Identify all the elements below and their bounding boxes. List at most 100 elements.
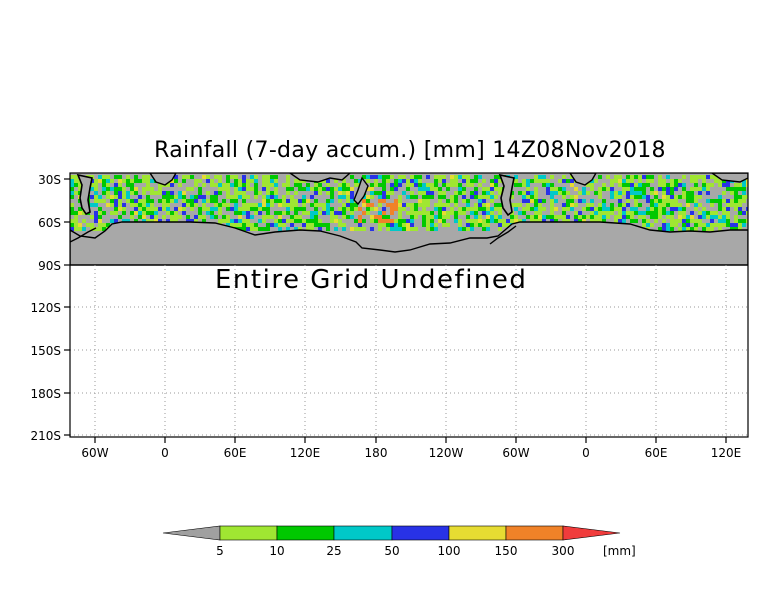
rain-cell — [658, 175, 662, 179]
rain-cell — [146, 175, 150, 179]
rain-cell — [738, 187, 742, 191]
rain-cell — [594, 215, 598, 219]
rain-cell — [426, 199, 430, 203]
rain-cell — [166, 191, 170, 195]
rain-cell — [482, 207, 486, 211]
rain-cell — [398, 183, 402, 187]
rain-cell — [662, 195, 666, 199]
rain-cell — [598, 175, 602, 179]
rain-cell — [442, 207, 446, 211]
rain-cell — [74, 211, 78, 215]
rain-cell — [138, 211, 142, 215]
rain-cell — [422, 191, 426, 195]
rain-cell — [218, 207, 222, 211]
rain-cell — [278, 199, 282, 203]
rain-cell — [374, 179, 378, 183]
rain-cell — [530, 179, 534, 183]
rain-cell — [186, 187, 190, 191]
x-tick-label: 60E — [224, 446, 247, 460]
rain-cell — [538, 203, 542, 207]
rain-cell — [422, 223, 426, 227]
rain-cell — [174, 211, 178, 215]
rain-cell — [606, 175, 610, 179]
rain-cell — [662, 183, 666, 187]
rain-cell — [670, 187, 674, 191]
rain-cell — [450, 211, 454, 215]
rain-cell — [426, 211, 430, 215]
rain-cell — [338, 187, 342, 191]
rain-cell — [266, 211, 270, 215]
rain-cell — [270, 195, 274, 199]
rain-cell — [670, 227, 674, 231]
rain-cell — [618, 199, 622, 203]
rain-cell — [402, 191, 406, 195]
rain-cell — [314, 211, 318, 215]
rain-cell — [638, 175, 642, 179]
rain-cell — [666, 211, 670, 215]
rain-cell — [462, 227, 466, 231]
rain-cell — [694, 227, 698, 231]
rain-cell — [354, 219, 358, 223]
rain-cell — [130, 211, 134, 215]
rain-cell — [210, 211, 214, 215]
rain-cell — [298, 207, 302, 211]
rain-cell — [306, 183, 310, 187]
rain-cell — [386, 215, 390, 219]
rain-cell — [574, 195, 578, 199]
rain-cell — [222, 219, 226, 223]
rain-cell — [286, 211, 290, 215]
rain-cell — [686, 219, 690, 223]
rain-cell — [234, 203, 238, 207]
rain-cell — [334, 211, 338, 215]
rain-cell — [734, 203, 738, 207]
rain-cell — [430, 187, 434, 191]
rain-cell — [626, 215, 630, 219]
rain-cell — [566, 191, 570, 195]
rain-cell — [402, 179, 406, 183]
rain-cell — [706, 215, 710, 219]
rain-cell — [562, 195, 566, 199]
rain-cell — [662, 227, 666, 231]
rain-cell — [138, 195, 142, 199]
rain-cell — [490, 195, 494, 199]
rain-cell — [310, 195, 314, 199]
rain-cell — [722, 215, 726, 219]
rain-cell — [606, 211, 610, 215]
rain-cell — [474, 191, 478, 195]
rain-cell — [694, 175, 698, 179]
rain-cell — [122, 219, 126, 223]
rain-cell — [494, 187, 498, 191]
rain-cell — [722, 223, 726, 227]
rain-cell — [450, 175, 454, 179]
rain-cell — [434, 227, 438, 231]
rain-cell — [346, 203, 350, 207]
rain-cell — [178, 191, 182, 195]
rain-cell — [274, 183, 278, 187]
rain-cell — [234, 199, 238, 203]
rain-cell — [422, 215, 426, 219]
rain-cell — [254, 207, 258, 211]
rain-cell — [522, 179, 526, 183]
rain-cell — [406, 211, 410, 215]
rain-cell — [242, 187, 246, 191]
rain-cell — [410, 227, 414, 231]
rain-cell — [326, 227, 330, 231]
rain-cell — [410, 195, 414, 199]
rain-cell — [674, 179, 678, 183]
rain-cell — [98, 215, 102, 219]
rain-cell — [198, 215, 202, 219]
rain-cell — [118, 175, 122, 179]
rain-cell — [342, 187, 346, 191]
rain-cell — [78, 211, 82, 215]
rain-cell — [274, 211, 278, 215]
rain-cell — [530, 191, 534, 195]
rain-cell — [130, 187, 134, 191]
rain-cell — [586, 203, 590, 207]
rain-cell — [94, 219, 98, 223]
rain-cell — [550, 207, 554, 211]
rain-cell — [570, 199, 574, 203]
rain-cell — [174, 175, 178, 179]
rain-cell — [102, 227, 106, 231]
rain-cell — [274, 191, 278, 195]
rain-cell — [674, 195, 678, 199]
